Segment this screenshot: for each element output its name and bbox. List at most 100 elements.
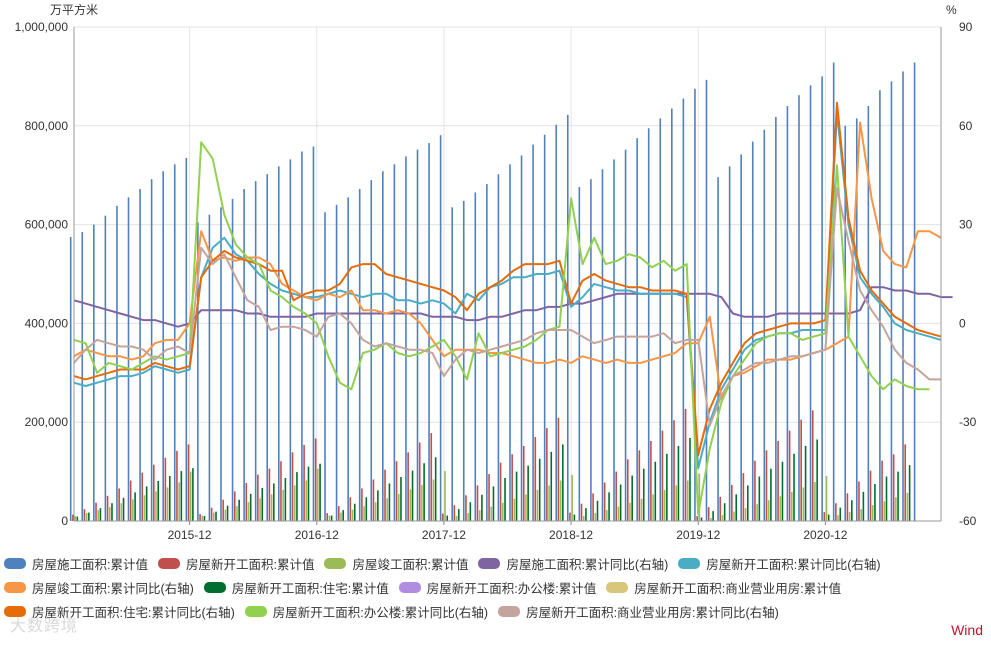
bar [85,513,88,521]
bar [744,508,747,521]
bar [157,480,160,521]
right-tick-label: -60 [959,514,977,528]
legend-item[interactable]: 房屋新开工面积:商业营业用房:累计同比(右轴) [498,602,779,621]
legend-item[interactable]: 房屋施工面积:累计值 [4,554,148,573]
bar [502,502,504,521]
bar [397,493,400,521]
bar [631,475,633,521]
legend-row-3: 房屋新开工面积:住宅:累计同比(右轴) 房屋新开工面积:办公楼:累计同比(右轴) 房… [4,600,789,622]
bar [855,118,858,521]
chart-canvas: 0 200,000 400,000 600,000 800,000 1,000,000 -6… [15,2,977,542]
bar [682,98,685,521]
bar [885,476,888,521]
bar [705,79,708,521]
bar [289,159,292,521]
legend-item[interactable]: 房屋新开工面积:商业营业用房:累计值 [606,578,841,597]
bar [781,461,784,521]
bar [719,496,722,521]
bar [592,493,594,521]
bar [550,451,553,521]
legend-item[interactable]: 房屋竣工面积:累计同比(右轴) [4,578,194,597]
right-tick-label: 30 [959,218,973,232]
bar [908,465,911,521]
legend-label: 房屋新开工面积:商业营业用房:累计值 [634,581,842,596]
legend-label: 房屋新开工面积:住宅:累计同比(右轴) [32,605,235,620]
bar [395,461,398,521]
right-tick-label: -30 [959,415,977,429]
legend-item[interactable]: 房屋竣工面积:累计值 [324,554,468,573]
bar [428,143,430,521]
bar [319,463,321,521]
bar [384,469,386,521]
legend-label: 房屋新开工面积:商业营业用房:累计同比(右轴) [526,605,779,620]
bar [867,106,870,521]
bar [835,503,837,521]
bar [282,489,284,521]
bar [869,470,872,521]
bar [698,473,701,521]
bar [694,88,696,521]
bar [72,514,74,521]
legend-swatch [244,605,267,617]
bar [585,508,587,521]
legend-item[interactable]: 房屋新开工面积:办公楼:累计值 [398,578,597,597]
bar [347,197,349,521]
bar [578,187,581,521]
bar [696,516,698,521]
bar [663,489,666,521]
bar [224,509,227,521]
bar [478,510,481,521]
bar [203,516,206,521]
bar [377,490,379,521]
axes: 0 200,000 400,000 600,000 800,000 1,000,000 -6… [15,20,977,542]
bar [168,476,171,521]
legend-item[interactable]: 房屋新开工面积:住宅:累计值 [203,578,389,597]
bar [788,430,791,521]
legend-swatch [324,557,347,569]
bar [629,502,631,521]
bar [666,453,668,521]
bar [226,505,229,521]
bar [134,492,136,521]
bar [164,457,167,521]
bar [266,174,269,521]
bar [330,515,333,521]
bar [189,471,192,521]
bar [139,189,141,522]
bar [340,512,342,521]
bar [254,181,257,522]
bar [416,149,419,521]
bar [844,125,847,522]
legend-swatch [678,557,701,569]
bar [120,503,123,521]
bar [707,507,710,521]
legend-item[interactable]: 房屋新开工面积:累计值 [157,554,314,573]
bar [455,516,458,521]
legend-item[interactable]: 房屋新开工面积:住宅:累计同比(右轴) [4,602,235,621]
bar [210,507,213,521]
bar [277,166,280,522]
bar [469,502,472,521]
bar [305,480,308,521]
bar [723,503,726,521]
bar [728,166,731,522]
legend-item[interactable]: 房屋新开工面积:累计同比(右轴) [678,554,881,573]
legend-label: 房屋新开工面积:办公楼:累计值 [426,581,597,596]
bar [902,71,904,522]
right-tick-label: 60 [959,119,973,133]
bar [555,124,558,521]
bar [393,164,396,521]
legend-item[interactable]: 房屋新开工面积:办公楼:累计同比(右轴) [244,602,488,621]
bar [650,440,652,521]
bar [871,505,874,521]
legend-item[interactable]: 房屋施工面积:累计同比(右轴) [478,554,668,573]
bar [423,463,425,521]
bar [793,453,795,521]
bar [809,85,812,522]
x-tick-label: 2020-12 [803,528,847,542]
legend-row-2: 房屋竣工面积:累计同比(右轴) 房屋新开工面积:住宅:累计值 房屋新开工面积:办公楼… [4,576,851,598]
line-series [73,101,953,516]
bar [150,179,153,522]
bar [858,481,860,521]
bar [735,494,738,521]
